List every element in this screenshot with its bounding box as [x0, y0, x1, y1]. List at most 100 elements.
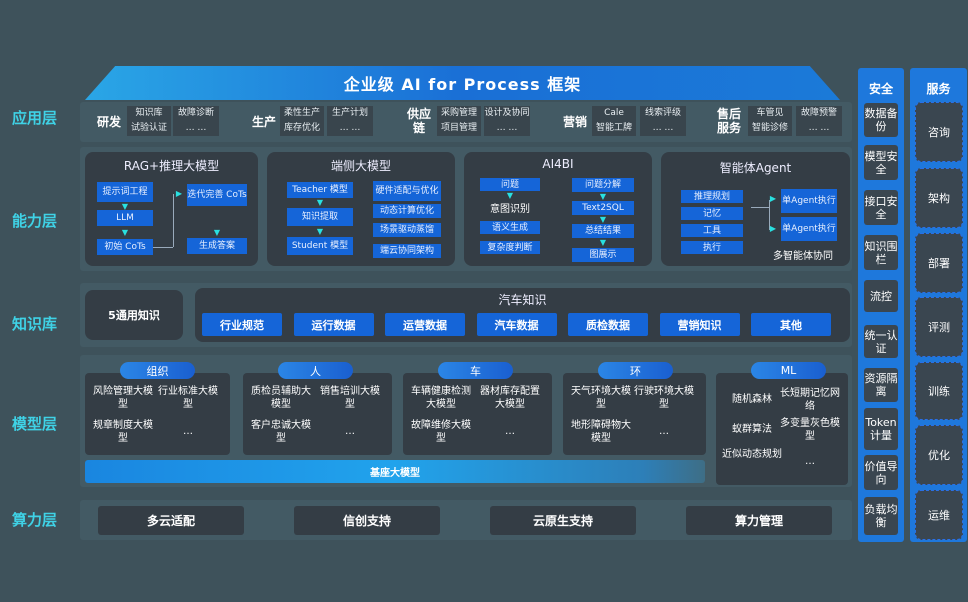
- app-item: 智能诊修: [751, 123, 788, 133]
- model-item: 随机森林: [732, 394, 772, 405]
- security-item[interactable]: 价值导向: [864, 455, 898, 490]
- model-card-4: 随机森林 长短期记忆网络 蚁群算法 多变量灰色模型 近似动态规划…: [716, 373, 848, 485]
- knowledge-item: 运行数据: [293, 313, 374, 336]
- service-item[interactable]: 优化: [915, 425, 963, 485]
- knowledge-item: 汽车数据: [476, 313, 557, 336]
- model-tag: 人: [278, 362, 353, 379]
- security-item[interactable]: 接口安全: [864, 190, 898, 225]
- app-item: 线索评级: [644, 108, 681, 118]
- agent-single-1: 单Agent执行: [781, 189, 837, 213]
- agent-memory: 记忆: [681, 207, 743, 220]
- knowledge-item: 其他: [751, 313, 831, 336]
- arrow-down-icon: ▼: [599, 215, 607, 224]
- edge-model-card: 端侧大模型 Teacher 模型 ▼ 知识提取 ▼ Student 模型 硬件适…: [267, 152, 455, 266]
- app-box: [437, 106, 481, 136]
- security-item[interactable]: 知识围栏: [864, 235, 898, 270]
- service-item[interactable]: 评测: [915, 297, 963, 357]
- app-box: [640, 106, 686, 136]
- security-item[interactable]: 模型安全: [864, 145, 898, 180]
- arrow-right-icon: ▶: [769, 224, 777, 233]
- security-item[interactable]: 流控: [864, 280, 898, 312]
- security-item[interactable]: 负载均衡: [864, 497, 898, 535]
- edge-title: 端侧大模型: [330, 159, 391, 173]
- model-item: 地形障碍物大模型: [571, 420, 631, 444]
- arrow-down-icon: ▼: [599, 238, 607, 247]
- agent-tools: 工具: [681, 224, 743, 237]
- app-item: 柔性生产: [283, 108, 320, 118]
- service-item[interactable]: 架构: [915, 168, 963, 228]
- edge-distill: 知识提取: [287, 208, 353, 226]
- app-box: [592, 106, 636, 136]
- rag-iterate-cots: 迭代完善 CoTs: [187, 184, 247, 206]
- edge-student: Student 模型: [287, 237, 353, 255]
- rag-initial-cots: 初始 CoTs: [97, 239, 153, 255]
- knowledge-item: 行业规范: [202, 313, 282, 336]
- service-item[interactable]: 咨询: [915, 102, 963, 162]
- ai4bi-complexity: 复杂度判断: [480, 241, 540, 254]
- agent-execute: 执行: [681, 241, 743, 254]
- edge-cloud: 端云协同架构: [373, 244, 441, 258]
- layer-label-capability: 能力层: [12, 212, 58, 230]
- compute-item: 算力管理: [686, 506, 832, 535]
- model-item: 行业标准大模型: [158, 386, 218, 410]
- security-item[interactable]: 数据备份: [864, 103, 898, 137]
- app-box: [748, 106, 792, 136]
- compute-item: 云原生支持: [490, 506, 636, 535]
- security-title: 安全: [868, 82, 893, 96]
- rag-answer: 生成答案: [187, 238, 247, 254]
- app-item: … …: [496, 123, 518, 133]
- security-item[interactable]: Token计量: [864, 408, 898, 450]
- app-item: 智能工牌: [595, 123, 632, 133]
- layer-label-application: 应用层: [12, 109, 58, 127]
- model-item: 车辆健康检测大模型: [411, 386, 471, 410]
- security-item[interactable]: 资源隔离: [864, 368, 898, 402]
- base-model-bar: 基座大模型: [85, 460, 705, 483]
- ai4bi-title: AI4BI: [542, 157, 574, 171]
- edge-dynamic: 动态计算优化: [373, 204, 441, 218]
- agent-planning: 推理规划: [681, 190, 743, 203]
- ai4bi-intent: 意图识别: [490, 204, 530, 215]
- service-item[interactable]: 运维: [915, 490, 963, 540]
- model-item: …: [345, 426, 355, 437]
- app-item: … …: [339, 123, 361, 133]
- app-item: 设计及协同: [484, 108, 530, 118]
- compute-item: 信创支持: [294, 506, 440, 535]
- app-item: 故障诊断: [177, 108, 214, 118]
- app-item: 库存优化: [283, 123, 320, 133]
- framework-title: 企业级 AI for Process 框架: [85, 66, 840, 100]
- model-card-3: 天气环境大模型 行驶环境大模型 地形障碍物大模型…: [563, 373, 706, 455]
- model-item: 器材库存配置大模型: [480, 386, 540, 410]
- model-item: 近似动态规划: [722, 449, 782, 460]
- arrow-down-icon: ▼: [506, 191, 514, 200]
- arrow-right-icon: ▶: [769, 194, 777, 203]
- service-item[interactable]: 训练: [915, 362, 963, 420]
- edge-teacher: Teacher 模型: [287, 182, 353, 198]
- app-group-2: 供应链: [406, 107, 431, 135]
- rag-llm: LLM: [97, 210, 153, 226]
- auto-knowledge-card: 汽车知识 行业规范 运行数据 运营数据 汽车数据 质检数据 营销知识 其他: [195, 288, 850, 342]
- model-item: …: [183, 426, 193, 437]
- app-box: [173, 106, 219, 136]
- ai4bi-text2sql: Text2SQL: [572, 201, 634, 215]
- service-item[interactable]: 部署: [915, 233, 963, 293]
- security-item[interactable]: 统一认证: [864, 325, 898, 358]
- model-item: 长短期记忆网络: [780, 388, 840, 412]
- app-item: 车管见: [756, 108, 784, 118]
- ai4bi-summary: 总结结果: [572, 224, 634, 238]
- arrow-down-icon: ▼: [213, 228, 221, 237]
- app-item: Cale: [604, 108, 624, 118]
- model-item: 行驶环境大模型: [634, 386, 694, 410]
- model-card-1: 质检员辅助大模型 销售培训大模型 客户忠诚大模型…: [243, 373, 392, 455]
- rag-prompt: 提示词工程: [97, 182, 153, 202]
- knowledge-item: 运营数据: [385, 313, 465, 336]
- app-item: … …: [808, 123, 830, 133]
- arrow-down-icon: ▼: [316, 227, 324, 236]
- arrow-down-icon: ▼: [121, 228, 129, 237]
- connector-line: [153, 247, 173, 248]
- model-tag: 车: [438, 362, 513, 379]
- app-item: 采购管理: [440, 108, 477, 118]
- arrow-down-icon: ▼: [599, 192, 607, 201]
- app-group-1: 生产: [251, 115, 276, 129]
- model-card-0: 风险管理大模型 行业标准大模型 规章制度大模型…: [85, 373, 230, 455]
- model-item: 多变量灰色模型: [780, 418, 840, 442]
